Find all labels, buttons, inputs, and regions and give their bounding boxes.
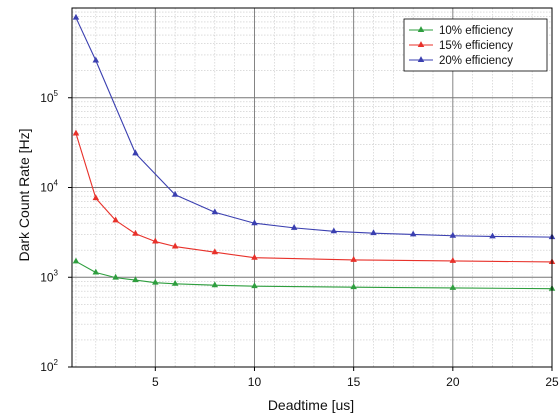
x-tick-label: 20 [446,375,460,389]
data-point-marker [251,282,258,289]
y-axis-ticks: 102 103 104 105 [40,89,72,374]
data-point-marker [152,237,159,244]
data-point-marker [72,13,80,20]
legend-item: 10% efficiency [409,25,513,37]
y-tick-label: 103 [40,268,58,284]
x-axis-label: Deadtime [us] [268,397,354,413]
series-1 [72,257,556,291]
data-point-marker [409,230,417,237]
data-point-marker [449,257,457,263]
data-point-marker [370,229,377,236]
data-point-marker [350,256,357,262]
legend-item: 15% efficiency [409,40,513,52]
legend: 10% efficiency 15% efficiency 20% efficien… [403,18,548,72]
data-point-marker [112,273,119,280]
data-point-marker [132,276,139,283]
y-axis-label: Dark Count Rate [Hz] [16,128,32,261]
legend-label: 15% efficiency [439,40,513,52]
data-point-marker [171,190,179,197]
data-point-marker [211,208,219,215]
legend-marker [417,56,425,62]
data-point-marker [449,284,457,290]
data-point-marker [330,227,338,234]
data-point-marker [290,224,298,230]
data-point-marker [152,278,159,285]
legend-label: 10% efficiency [439,25,513,37]
legend-marker [417,41,425,47]
y-tick-label: 102 [40,358,58,374]
data-point-marker [251,219,258,226]
y-tick-label: 104 [40,179,58,195]
legend-marker [417,26,425,32]
data-point-marker [350,283,357,290]
data-point-marker [72,129,80,136]
x-axis-ticks: 5 10 15 20 25 [152,367,559,389]
x-tick-label: 25 [545,375,559,389]
data-point-marker [92,56,100,63]
legend-label: 20% efficiency [439,55,513,67]
data-point-marker [92,268,100,275]
data-point-marker [449,231,457,238]
y-tick-label: 105 [40,89,58,105]
series-layer [72,13,556,291]
x-tick-label: 10 [248,375,262,389]
data-point-marker [72,257,80,264]
data-point-marker [251,253,258,260]
data-point-marker [171,242,179,249]
x-tick-label: 5 [152,375,159,389]
data-point-marker [489,232,496,239]
data-point-marker [112,216,119,223]
x-tick-label: 15 [347,375,361,389]
data-point-marker [211,248,219,255]
data-point-marker [132,229,139,236]
series-2 [72,129,556,264]
data-point-marker [171,279,179,286]
legend-item: 20% efficiency [409,55,513,67]
data-point-marker [132,149,139,156]
data-point-marker [211,281,219,288]
series-3 [72,13,556,240]
data-point-marker [92,194,100,201]
